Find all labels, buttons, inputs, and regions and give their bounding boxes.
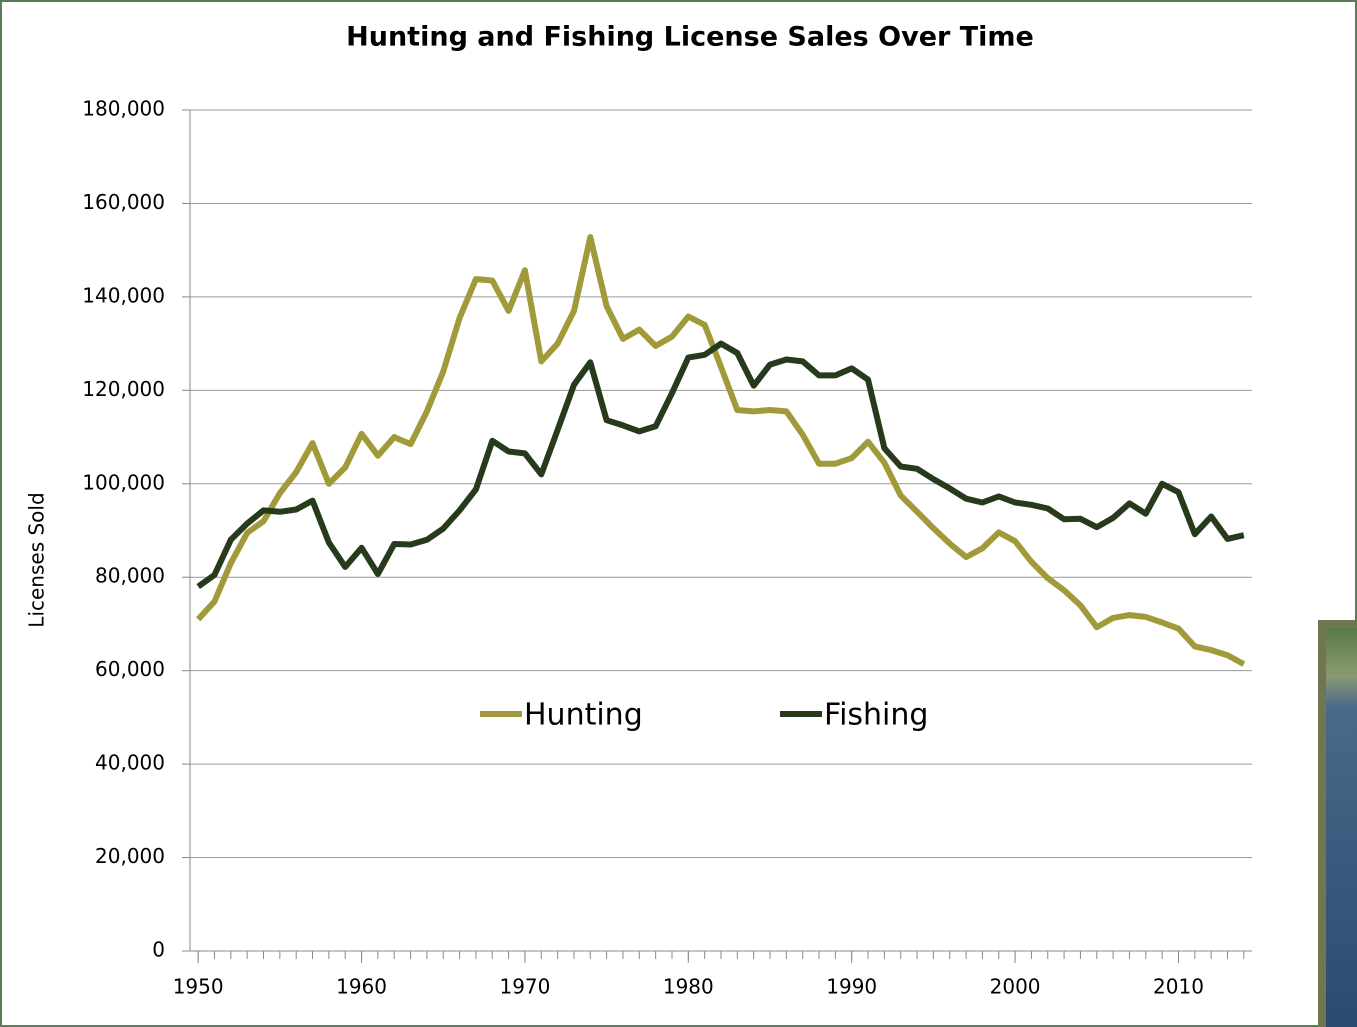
x-tick-label: 1990: [826, 975, 877, 999]
y-tick-label: 180,000: [82, 97, 165, 121]
y-axis-label: Licenses Sold: [25, 492, 49, 627]
x-tick-label: 2010: [1153, 975, 1204, 999]
photo: [1326, 628, 1357, 1027]
y-tick-label: 160,000: [82, 190, 165, 214]
x-tick-label: 1970: [499, 975, 550, 999]
x-tick-label: 1980: [663, 975, 714, 999]
chart-title: Hunting and Fishing License Sales Over T…: [346, 22, 1034, 53]
y-tick-label: 80,000: [95, 564, 165, 588]
y-tick-label: 140,000: [82, 283, 165, 307]
legend-label: Fishing: [824, 698, 928, 733]
y-tick-label: 120,000: [82, 377, 165, 401]
y-tick-label: 0: [152, 938, 165, 962]
x-tick-label: 1960: [336, 975, 387, 999]
x-tick-label: 2000: [990, 975, 1041, 999]
line-series: [196, 340, 1245, 590]
y-tick-label: 60,000: [95, 657, 165, 681]
line-series: [195, 234, 1246, 667]
x-tick-label: 1950: [173, 975, 224, 999]
y-tick-label: 20,000: [95, 844, 165, 868]
y-tick-label: 100,000: [82, 470, 165, 494]
y-tick-label: 40,000: [95, 751, 165, 775]
legend-label: Hunting: [524, 698, 643, 733]
